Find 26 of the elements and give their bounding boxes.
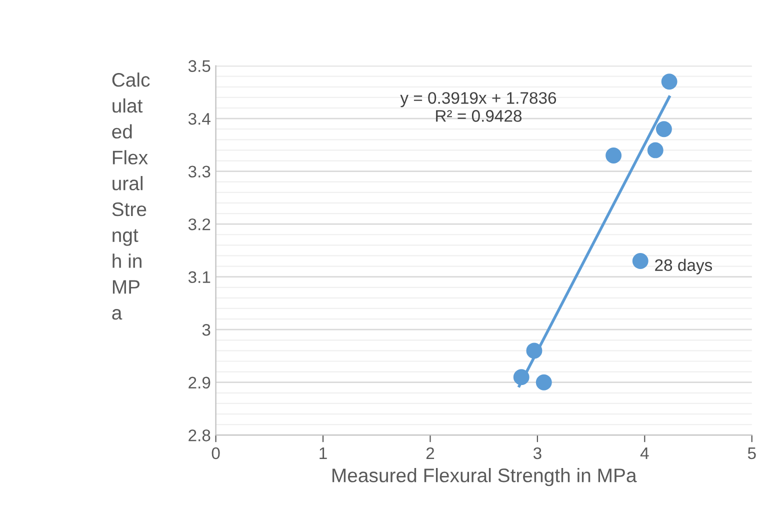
point bbox=[513, 369, 530, 386]
y-tick-label: 3.5 bbox=[188, 60, 210, 72]
point bbox=[606, 148, 622, 164]
point bbox=[661, 74, 678, 90]
x-tick-label: 3 bbox=[533, 447, 542, 460]
x-axis-title: Measured Flexural Strength in MPa bbox=[332, 468, 637, 486]
x-tick-label: 1 bbox=[320, 448, 327, 460]
x-tick-label: 0 bbox=[212, 447, 220, 460]
point bbox=[536, 374, 552, 390]
point bbox=[526, 342, 542, 359]
y-tick-label: 2.8 bbox=[188, 430, 210, 442]
y-tick-label: 3 bbox=[202, 324, 210, 336]
point bbox=[656, 121, 672, 138]
annotation: y = 0.3919x + 1.7836 R² = 0.9428 bbox=[400, 92, 556, 122]
x-tick-label: 5 bbox=[748, 448, 756, 460]
point bbox=[632, 253, 648, 269]
x-tick-label: 2 bbox=[426, 447, 434, 460]
y-tick-label: 3.3 bbox=[188, 166, 210, 178]
y-tick-label: 3.4 bbox=[188, 112, 210, 125]
text: Calc ulat ed Flex ural Stre ngt h in MP a bbox=[112, 72, 150, 320]
annotation: 28 days bbox=[655, 258, 712, 274]
x-tick-label: 4 bbox=[640, 448, 649, 460]
y-tick-label: 3.1 bbox=[188, 271, 210, 284]
y-tick-label: 3.2 bbox=[188, 218, 210, 230]
point bbox=[647, 142, 664, 158]
y-tick-label: 2.9 bbox=[188, 376, 210, 389]
